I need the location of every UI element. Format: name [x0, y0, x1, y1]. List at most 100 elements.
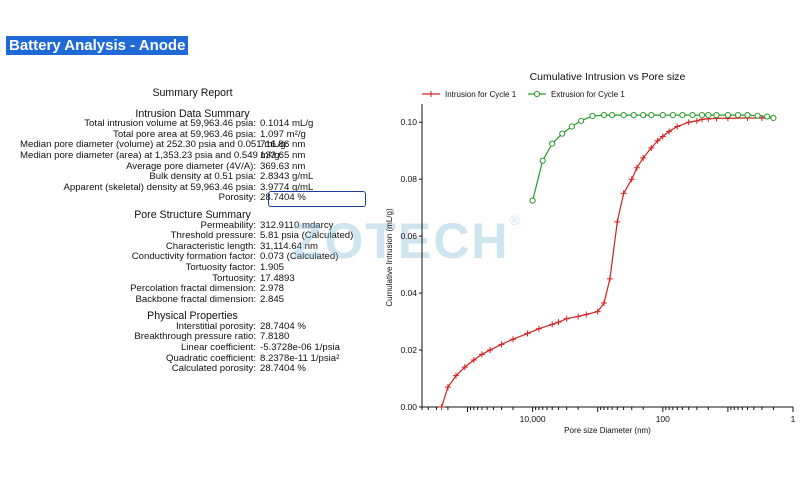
intrusion-point [510, 336, 517, 343]
row-label: Bulk density at 0.51 psia: [149, 171, 256, 183]
row-value: 312.9110 mdarcy [260, 219, 334, 231]
intrusion-point [640, 154, 647, 161]
row-label: Permeability: [200, 219, 256, 231]
row-label: Interstitial porosity: [176, 320, 256, 332]
extrusion-point [640, 112, 647, 119]
intrusion-point [666, 128, 673, 135]
extrusion-point [698, 112, 706, 119]
intrusion-point [659, 133, 666, 140]
intrusion-point [633, 164, 640, 171]
row-value: 369.63 nm [260, 160, 306, 172]
summary-row: Threshold pressure: 5.81 psia (Calculated… [20, 231, 365, 242]
extrusion-point [559, 130, 566, 137]
summary-row: Characteristic length: 31,114.64 nm [20, 240, 365, 253]
summary-row: Backbone fractal dimension: 2.845 [20, 293, 365, 306]
intrusion-point [628, 176, 635, 183]
intrusion-point [648, 144, 655, 151]
row-label: Conductivity formation factor: [131, 251, 256, 263]
intrusion-point [549, 321, 556, 328]
section-heading: Pore Structure Summary [134, 208, 251, 221]
intrusion-point [478, 351, 485, 358]
row-label: Apparent (skeletal) density at 59,963.46… [63, 181, 256, 193]
intrusion-point [606, 275, 613, 282]
row-label: Calculated porosity: [171, 363, 256, 375]
extrusion-point [577, 117, 585, 124]
summary-row: Calculated porosity: 28.7404 % [20, 364, 365, 375]
summary-report: Summary Report Intrusion Data Summary Tot… [20, 88, 365, 375]
y-tick-label: 0.10 [400, 117, 417, 127]
intrusion-point [487, 347, 494, 354]
extrusion-point [734, 112, 742, 119]
row-label: Percolation fractal dimension: [130, 283, 256, 295]
row-label: Average pore diameter (4V/A): [126, 160, 256, 172]
extrusion-point [770, 114, 777, 122]
summary-row: Apparent (skeletal) density at 59,963.46… [20, 181, 365, 194]
intrusion-point [674, 123, 681, 130]
intrusion-point [620, 190, 627, 197]
extrusion-point [568, 123, 575, 130]
section-heading: Intrusion Data Summary [135, 107, 250, 120]
intrusion-point [461, 364, 468, 371]
row-value: 2.845 [260, 293, 285, 305]
legend-label: Intrusion for Cycle 1 [445, 90, 517, 99]
extrusion-point [539, 157, 546, 164]
intrusion-point [575, 313, 582, 320]
legend-label: Extrusion for Cycle 1 [551, 90, 625, 99]
extrusion-point [679, 112, 686, 119]
extrusion-point [620, 112, 627, 119]
extrusion-point [754, 112, 761, 119]
x-tick-label: 10,000 [520, 414, 546, 424]
extrusion-point [589, 112, 596, 120]
intrusion-point [563, 315, 570, 322]
row-label: Tortuosity factor: [185, 261, 256, 273]
extrusion-point [630, 112, 637, 119]
intrusion-point [453, 372, 460, 379]
summary-row: Median pore diameter (volume) at 252.30 … [20, 140, 365, 151]
row-value: 716.86 nm [260, 139, 306, 151]
intrusion-point [470, 357, 477, 364]
intrusion-point [583, 311, 590, 318]
summary-row: Tortuosity: 17.4893 [20, 272, 365, 285]
intrusion-point [654, 137, 661, 144]
row-value: 3.9774 g/mL [260, 181, 314, 193]
intrusion-point [438, 404, 445, 410]
summary-row: Tortuosity factor: 1.905 [20, 261, 365, 274]
row-label: Backbone fractal dimension: [135, 293, 256, 305]
summary-row: Percolation fractal dimension: 2.978 [20, 283, 365, 295]
summary-row: Total intrusion volume at 59,963.46 psia… [20, 119, 365, 130]
row-value: 7.8180 [260, 331, 290, 343]
row-value: 2.8343 g/mL [260, 171, 314, 183]
extrusion-point [724, 112, 732, 119]
row-value: 31,114.64 nm [260, 240, 318, 252]
intrusion-point [594, 308, 601, 315]
intrusion-point [685, 119, 692, 126]
extrusion-point [705, 112, 712, 119]
page-title: Battery Analysis - Anode [6, 36, 189, 55]
row-label: Breakthrough pressure ratio: [134, 331, 256, 343]
extrusion-point [763, 113, 771, 120]
x-tick-label: 100 [656, 414, 670, 424]
intrusion-point [524, 330, 531, 337]
legend-marker-plus [428, 91, 434, 97]
row-value: 5.81 psia (Calculated) [260, 230, 354, 242]
summary-row: Linear coefficient: -5.3728e-06 1/psia [20, 342, 365, 354]
extrusion-point [744, 112, 751, 119]
y-tick-label: 0.00 [400, 402, 417, 412]
row-value: -5.3728e-06 1/psia [260, 342, 341, 354]
summary-row: Bulk density at 0.51 psia: 2.8343 g/mL [20, 172, 365, 183]
series-line-intrusion [441, 117, 774, 408]
y-tick-label: 0.04 [400, 288, 417, 298]
extrusion-point [648, 112, 655, 119]
extrusion-point [659, 112, 666, 119]
summary-row: Permeability: 312.9110 mdarcy [20, 219, 365, 232]
summary-row: Quadratic coefficient: 8.2378e-11 1/psia² [20, 352, 365, 365]
intrusion-point [614, 218, 621, 225]
row-value: 17.4893 [260, 272, 295, 284]
row-label: Median pore diameter (volume) at 252.30 … [20, 139, 289, 151]
summary-row: Total pore area at 59,963.46 psia: 1.097 … [20, 128, 365, 141]
row-value: 8.2378e-11 1/psia² [260, 352, 340, 364]
row-value: 0.1014 mL/g [260, 118, 314, 130]
row-label: Threshold pressure: [170, 230, 256, 242]
row-value: 1.097 m²/g [260, 128, 306, 140]
summary-row: Average pore diameter (4V/A): 369.63 nm [20, 160, 365, 173]
